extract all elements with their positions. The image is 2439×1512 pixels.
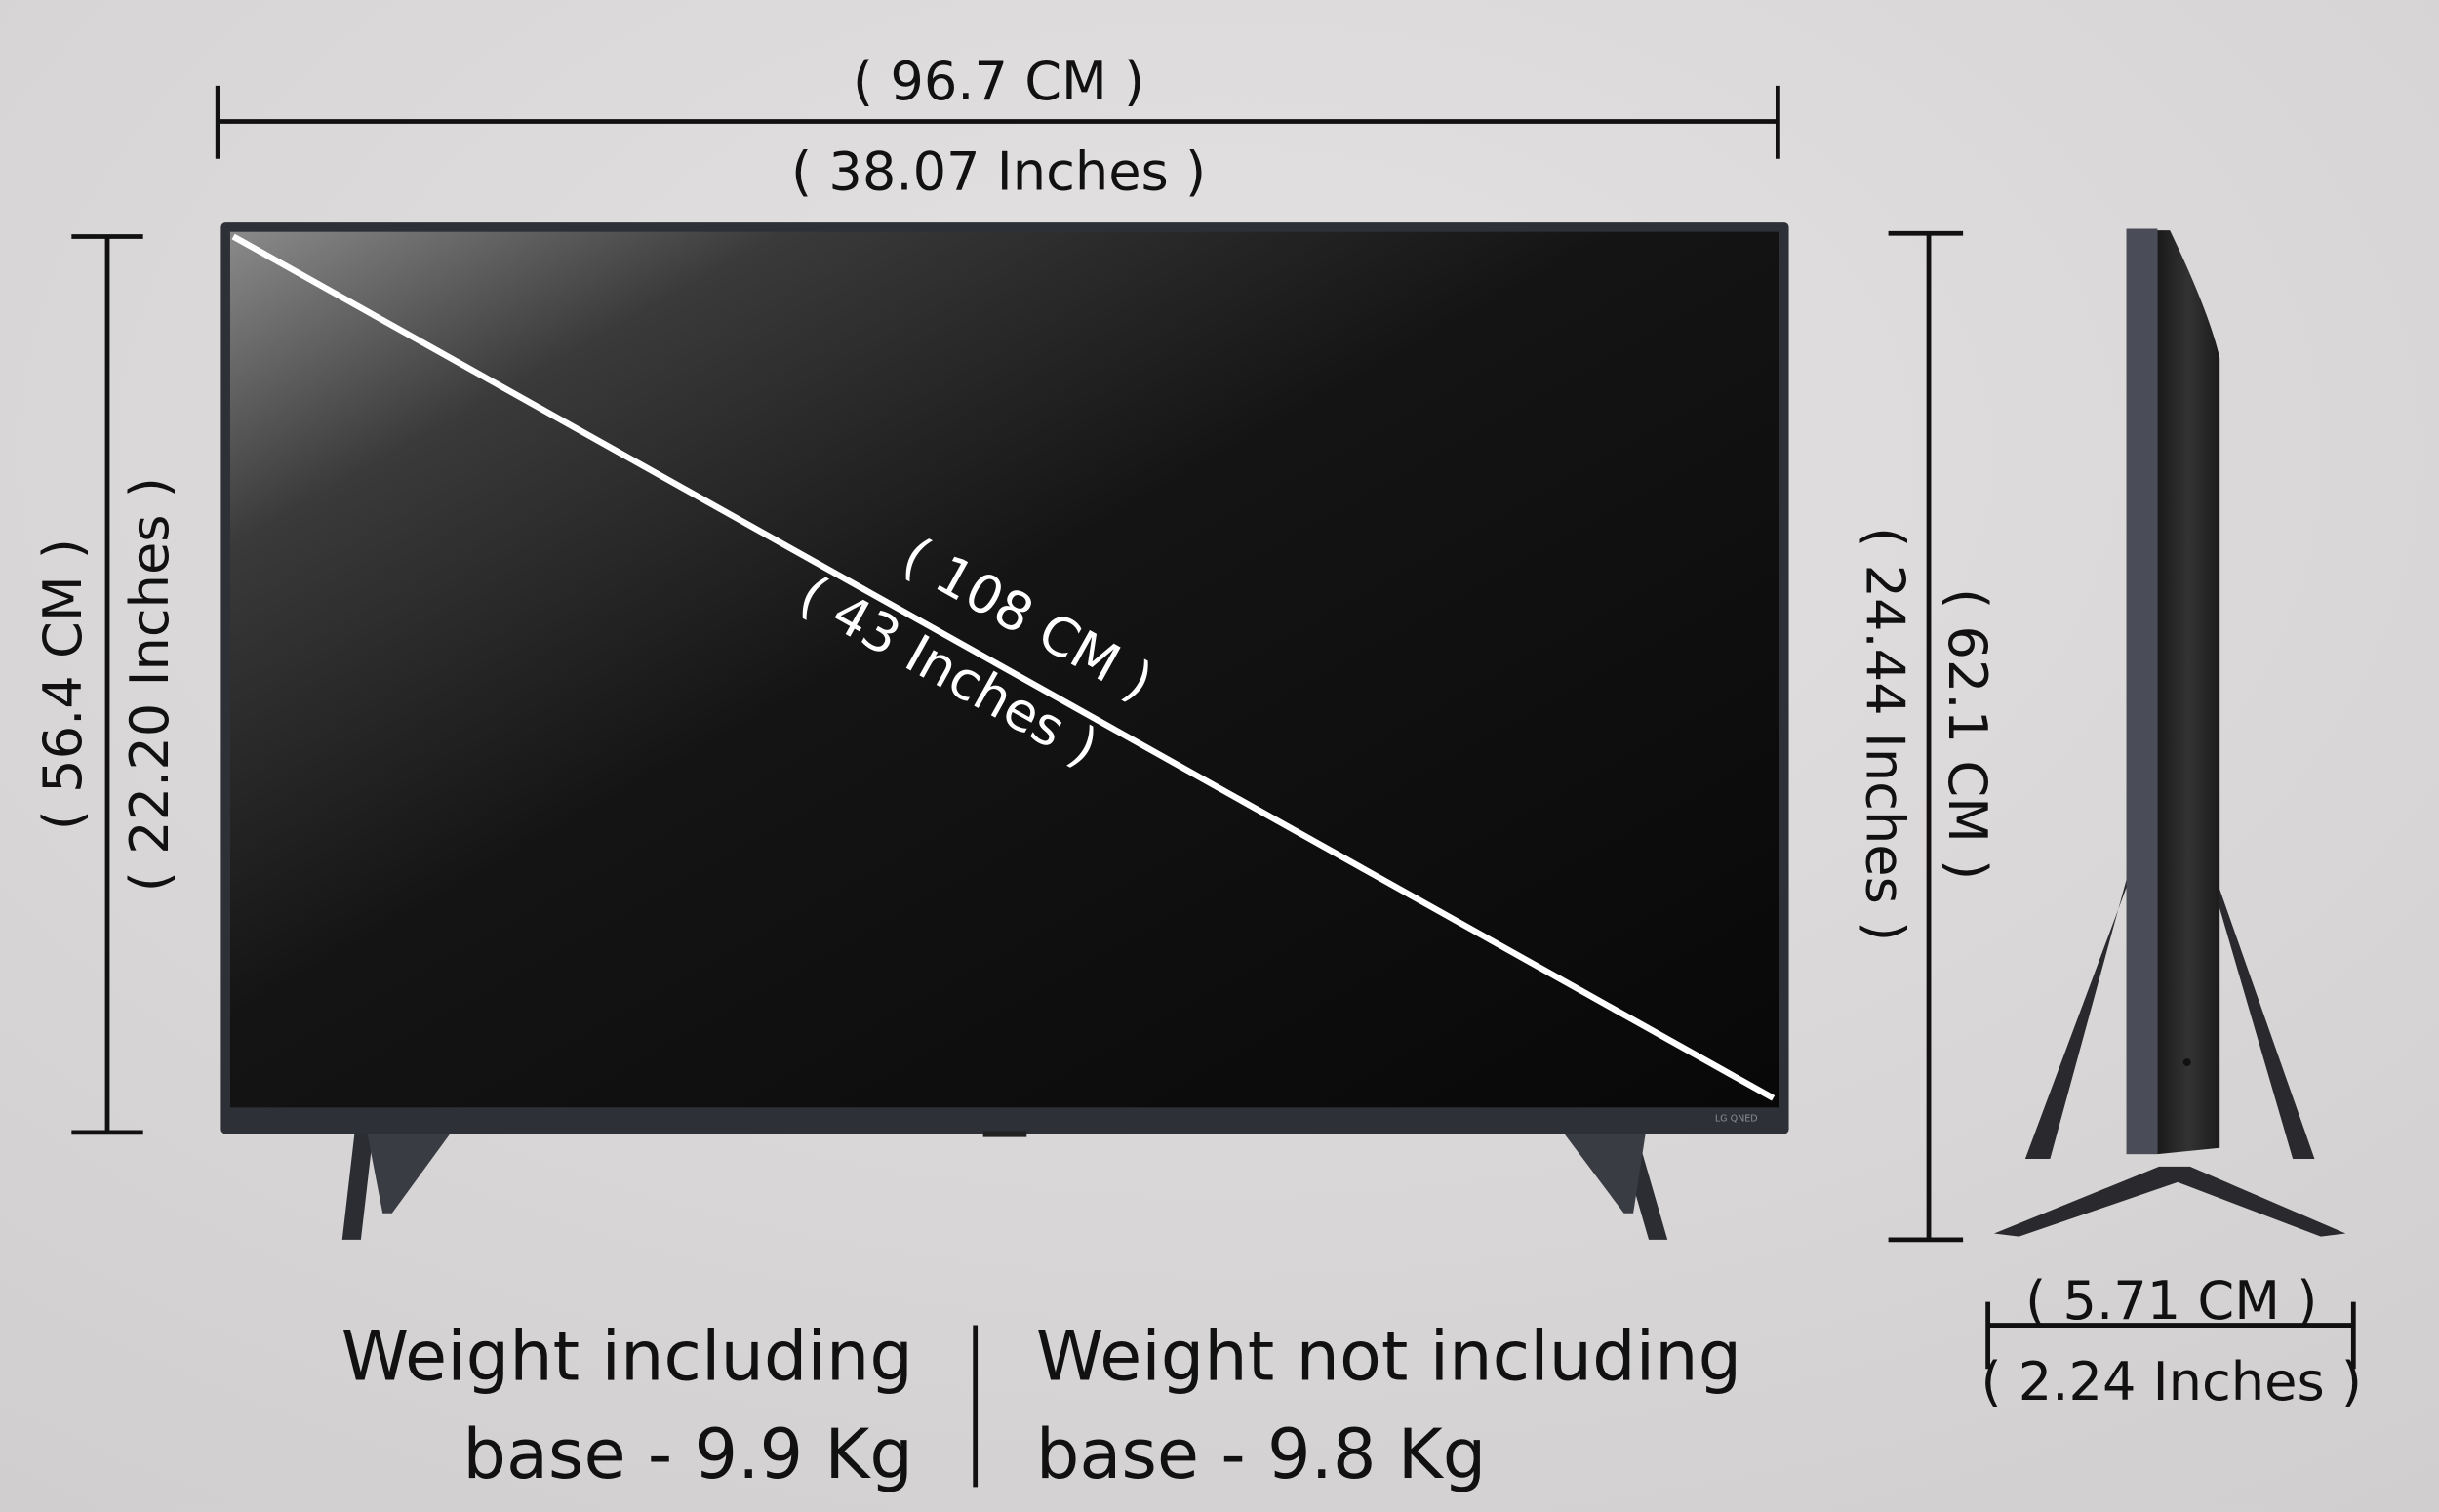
side-bezel bbox=[2126, 228, 2158, 1155]
height-cm-label: ( 56.4 CM ) bbox=[32, 538, 94, 830]
stand-height-cm-label: ( 62.1 CM ) bbox=[1937, 588, 1998, 880]
width-dimension: ( 96.7 CM ) ( 38.07 Inches ) bbox=[215, 51, 1780, 203]
stand-height-in-label: ( 24.44 Inches ) bbox=[1854, 527, 1915, 941]
left-stand-leg bbox=[341, 1132, 374, 1240]
stand-height-dimension: ( 24.44 Inches ) ( 62.1 CM ) bbox=[1854, 230, 1998, 1243]
width-in-label: ( 38.07 Inches ) bbox=[791, 141, 1206, 203]
brand-logo: LG QNED bbox=[1715, 1114, 1758, 1125]
side-stand bbox=[1994, 1166, 2346, 1237]
height-in-label: ( 22.20 Inches ) bbox=[119, 477, 180, 892]
weight-without-base-line1: Weight not including bbox=[1036, 1316, 1741, 1396]
depth-dimension: ( 5.71 CM ) ( 2.24 Inches ) bbox=[1980, 1270, 2362, 1413]
depth-in-label: ( 2.24 Inches ) bbox=[1980, 1351, 2362, 1413]
depth-cm-label: ( 5.71 CM ) bbox=[2025, 1270, 2317, 1332]
weight-with-base-line2: base - 9.9 Kg bbox=[462, 1414, 912, 1494]
tv-front: LG QNED ( 108 CM ) ( 43 Inches ) bbox=[220, 222, 1789, 1240]
width-cm-label: ( 96.7 CM ) bbox=[853, 51, 1144, 112]
weight-without-base-line2: base - 9.8 Kg bbox=[1036, 1414, 1486, 1494]
height-dimension: ( 56.4 CM ) ( 22.20 Inches ) bbox=[32, 234, 180, 1135]
weight-with-base-line1: Weight including bbox=[341, 1316, 913, 1396]
tv-side bbox=[1994, 228, 2346, 1237]
side-body bbox=[2157, 230, 2220, 1155]
weight-info: Weight including base - 9.9 Kg Weight no… bbox=[341, 1316, 1741, 1493]
diagonal-line bbox=[231, 233, 1776, 1101]
